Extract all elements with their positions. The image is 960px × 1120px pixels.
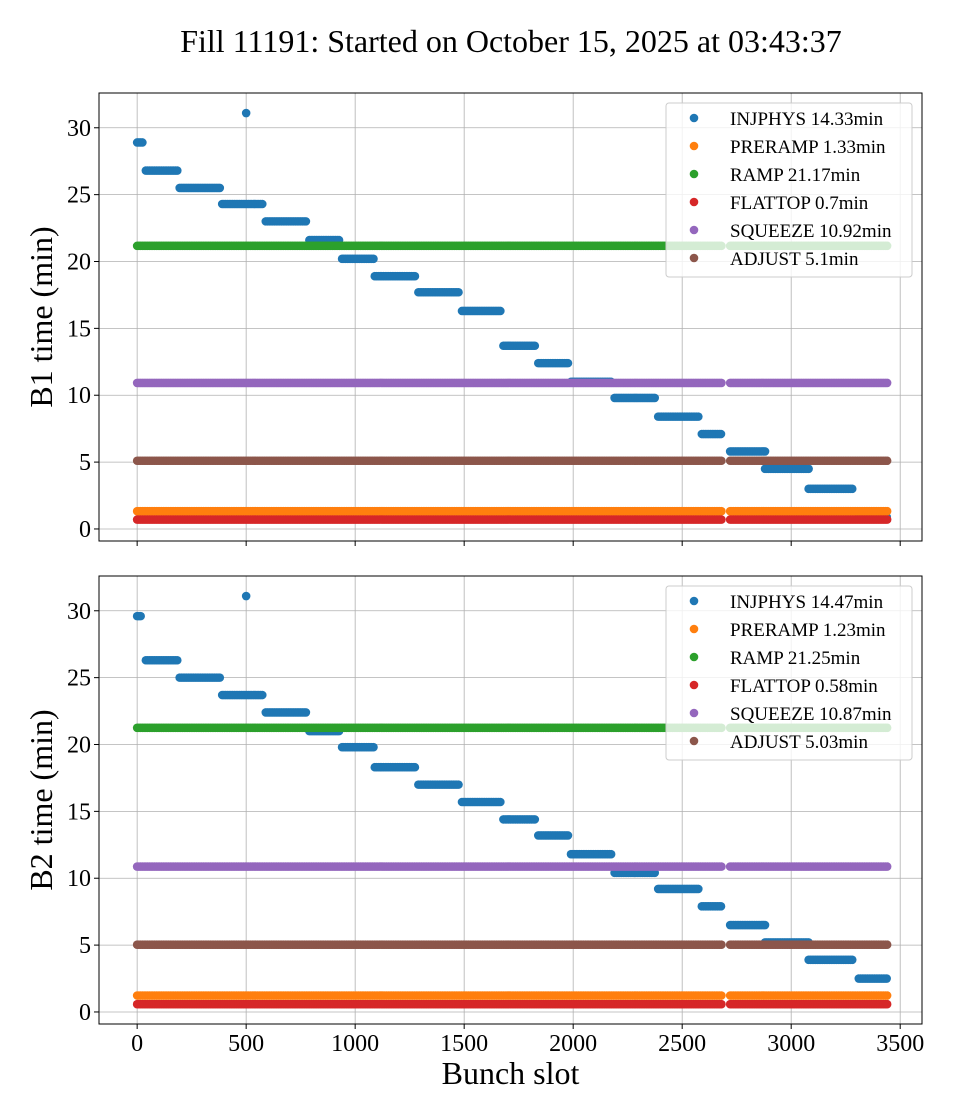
data-point-injphys <box>241 591 251 601</box>
data-point-injphys <box>410 271 420 281</box>
data-point-injphys <box>241 108 251 118</box>
data-point-injphys <box>215 673 225 682</box>
series-flattop <box>132 999 892 1009</box>
legend-marker <box>689 113 699 123</box>
data-point-injphys <box>138 138 147 147</box>
series-squeeze <box>132 862 892 871</box>
legend-marker <box>689 197 699 207</box>
data-point-injphys <box>716 902 726 911</box>
series-preramp <box>132 991 892 1000</box>
legend-label: FLATTOP 0.7min <box>730 193 869 214</box>
data-point-injphys <box>496 306 505 316</box>
data-point-injphys <box>606 849 616 859</box>
y-tick-label: 0 <box>79 517 91 543</box>
series-preramp <box>132 506 892 516</box>
series-flattop <box>132 515 892 524</box>
series-adjust <box>132 940 892 949</box>
legend-label: ADJUST 5.1min <box>730 249 859 270</box>
legend-label: PRERAMP 1.33min <box>730 137 886 158</box>
data-point-injphys <box>172 166 182 175</box>
data-point-injphys <box>847 484 857 494</box>
data-point-squeeze <box>717 378 726 388</box>
data-point-injphys <box>650 393 660 403</box>
data-point-flattop <box>717 515 726 524</box>
legend-box <box>665 102 913 278</box>
panel-b2: 0 500 1000 1500 2000 2500 3000 3500051015202530… <box>23 575 924 1091</box>
legend-marker <box>689 141 699 151</box>
data-point-injphys <box>694 884 703 894</box>
legend-label: INJPHYS 14.33min <box>730 109 884 130</box>
legend-label: RAMP 21.17min <box>730 165 861 186</box>
series-b1 <box>132 108 892 524</box>
data-point-injphys <box>563 358 573 368</box>
data-point-injphys <box>847 955 857 965</box>
y-tick-label: 30 <box>67 116 91 142</box>
panel-b1: 0 5 10 15 20 25 30 B1 time (min) INJPHYS 14.33… <box>23 92 923 546</box>
series-injphys <box>132 591 891 983</box>
data-point-injphys <box>530 815 540 824</box>
y-tick-label: 20 <box>67 250 91 276</box>
data-point-preramp <box>717 506 726 516</box>
data-point-injphys <box>760 920 770 930</box>
data-point-preramp <box>882 991 892 1000</box>
data-point-injphys <box>716 429 726 439</box>
legend-label: SQUEEZE 10.92min <box>730 221 892 242</box>
data-point-flattop <box>717 999 726 1009</box>
data-point-flattop <box>882 999 892 1009</box>
data-point-injphys <box>496 797 505 807</box>
data-point-injphys <box>882 974 891 983</box>
data-point-injphys <box>694 412 703 421</box>
data-point-injphys <box>804 464 813 474</box>
data-point-injphys <box>257 690 267 700</box>
data-point-injphys <box>454 287 463 297</box>
data-point-injphys <box>215 183 225 193</box>
data-point-injphys <box>530 341 540 351</box>
data-point-injphys <box>172 655 182 665</box>
y-tick-label: 10 <box>67 383 91 409</box>
series-adjust <box>132 456 892 466</box>
data-point-injphys <box>301 217 311 226</box>
data-point-injphys <box>760 447 770 456</box>
y-tick-label: 25 <box>67 183 91 209</box>
y-tick-label: 5 <box>79 450 91 476</box>
data-point-squeeze <box>717 862 726 871</box>
data-point-squeeze <box>882 378 892 388</box>
axes-frame-b1 <box>98 92 923 542</box>
figure-title: Fill 11191: Started on October 15, 2025 … <box>180 23 842 59</box>
legend-b1: INJPHYS 14.33min PRERAMP 1.33min RAMP 21.1… <box>665 102 913 278</box>
data-point-injphys <box>410 762 420 772</box>
data-point-preramp <box>717 991 726 1000</box>
series-squeeze <box>132 378 892 388</box>
data-point-injphys <box>369 254 378 264</box>
data-point-injphys <box>136 611 145 621</box>
ticks-b1: 0 5 10 15 20 25 30 <box>67 116 901 546</box>
data-point-adjust <box>882 456 892 466</box>
data-point-injphys <box>454 780 463 789</box>
y-axis-label-b1: B1 time (min) <box>23 226 59 407</box>
data-point-adjust <box>717 456 726 466</box>
data-point-injphys <box>369 742 378 752</box>
data-point-injphys <box>301 708 311 717</box>
data-point-injphys <box>563 831 573 840</box>
legend-marker <box>689 169 699 179</box>
data-point-injphys <box>257 199 267 209</box>
legend-marker <box>689 253 699 263</box>
data-point-squeeze <box>882 862 892 871</box>
y-tick-label: 15 <box>67 316 91 342</box>
legend-marker <box>689 225 699 235</box>
data-point-flattop <box>882 515 892 524</box>
data-point-preramp <box>882 506 892 516</box>
